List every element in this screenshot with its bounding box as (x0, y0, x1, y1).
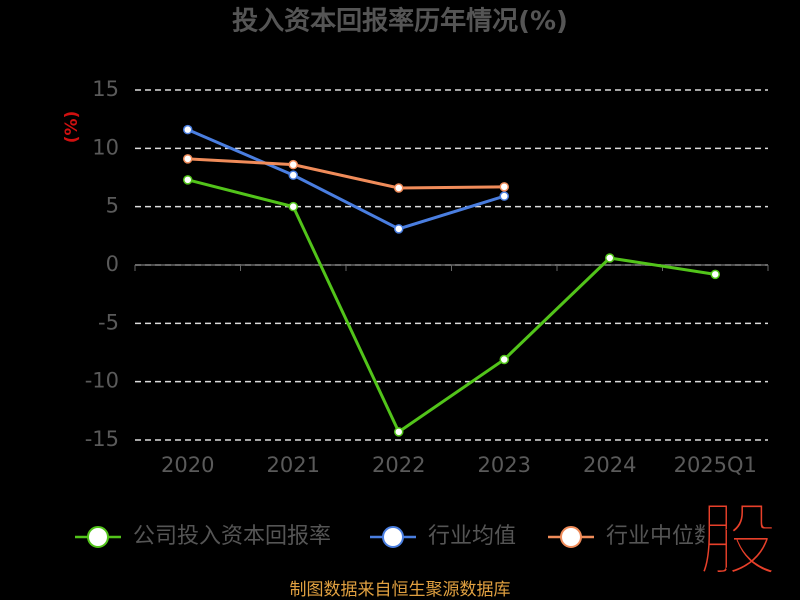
data-point (394, 224, 404, 234)
legend-label: 行业均值 (428, 524, 516, 549)
y-tick-label: -10 (85, 369, 119, 393)
x-tick-label: 2020 (161, 453, 214, 477)
x-tick-label: 2022 (372, 453, 425, 477)
data-point (394, 427, 404, 437)
data-point (499, 182, 509, 192)
data-point (288, 201, 298, 212)
legend-marker (87, 526, 109, 548)
series-line (187, 157, 505, 190)
chart-title: 投入资本回报率历年情况(%) (232, 6, 568, 37)
data-point (394, 183, 404, 193)
y-tick-label: 10 (92, 135, 119, 159)
logo: 股 (698, 494, 778, 587)
legend-label: 公司投入资本回报率 (133, 524, 331, 549)
data-point (710, 269, 720, 280)
y-tick-label: -15 (85, 427, 119, 451)
data-point (499, 354, 509, 365)
y-tick-label: 5 (106, 194, 119, 218)
x-tick-label: 2023 (478, 453, 531, 477)
data-point (183, 175, 193, 185)
data-point (288, 170, 298, 180)
y-axis-label: (%) (62, 111, 82, 144)
data-point (288, 159, 298, 170)
y-tick-label: -5 (98, 310, 119, 334)
data-point (499, 191, 509, 201)
series-line (187, 128, 505, 231)
series-line (187, 178, 716, 435)
data-point (183, 154, 193, 164)
source-note: 制图数据来自恒生聚源数据库 (290, 580, 511, 600)
x-tick-label: 2024 (583, 453, 636, 477)
x-tick-label: 2021 (267, 453, 320, 477)
data-point (183, 124, 193, 135)
legend-marker (382, 526, 404, 548)
data-point (605, 253, 615, 263)
legend-marker (560, 526, 582, 548)
y-tick-label: 15 (92, 77, 119, 101)
y-tick-label: 0 (106, 252, 119, 276)
legend-label: 行业中位数 (606, 524, 716, 549)
x-tick-label: 2025Q1 (674, 453, 757, 477)
